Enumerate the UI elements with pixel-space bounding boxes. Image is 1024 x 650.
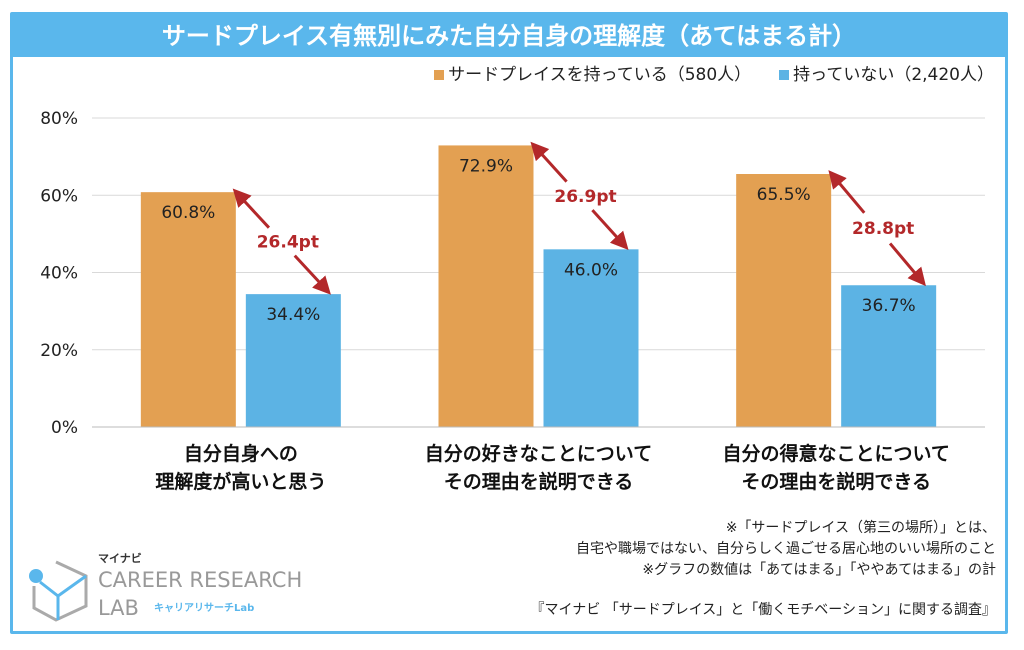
- data-label: 36.7%: [862, 296, 916, 316]
- x-category-label: その理由を説明できる: [741, 470, 931, 493]
- legend-swatch-orange: [434, 70, 445, 80]
- legend: サードプレイスを持っている（580人） 持っていない（2,420人）: [434, 64, 994, 86]
- legend-item-not: 持っていない（2,420人）: [779, 64, 994, 86]
- difference-label: 26.4pt: [257, 233, 319, 253]
- x-category-label: その理由を説明できる: [444, 470, 634, 493]
- bar: [543, 249, 639, 427]
- difference-arrow: [530, 141, 568, 183]
- career-research-lab-logo: マイナビ CAREER RESEARCH LAB キャリアリサーチLab: [28, 552, 328, 632]
- difference-arrow: [232, 188, 271, 229]
- x-category-label: 自分の得意なことについて: [722, 442, 949, 465]
- chart-frame: サードプレイス有無別にみた自分自身の理解度（あてはまる計）: [10, 12, 1008, 634]
- difference-arrow: [888, 242, 926, 287]
- data-label: 60.8%: [161, 203, 215, 223]
- logo-cube-icon: [29, 560, 88, 622]
- y-tick-label: 80%: [40, 109, 78, 129]
- bar: [841, 285, 937, 427]
- y-tick-label: 40%: [40, 264, 78, 284]
- data-label: 34.4%: [266, 305, 320, 325]
- logo-sub: キャリアリサーチLab: [154, 603, 255, 614]
- legend-swatch-blue: [779, 70, 790, 80]
- logo-line2: LAB: [98, 596, 139, 620]
- legend-item-has: サードプレイスを持っている（580人）: [434, 64, 751, 86]
- x-category-label: 自分の好きなことについて: [425, 442, 652, 465]
- data-label: 46.0%: [564, 260, 618, 280]
- bar-chart: 0% 20% 40% 60% 80% 60.8% 34.4% 26.4pt 自分自身への理解度が…: [40, 109, 985, 493]
- data-label: 65.5%: [757, 185, 811, 205]
- x-category-label: 理解度が高いと思う: [155, 470, 326, 493]
- notes: ※「サードプレイス（第三の場所）」とは、 自宅や職場ではない、自分らしく過ごせる…: [576, 518, 996, 581]
- legend-label: サードプレイスを持っている（580人）: [448, 65, 752, 85]
- y-tick-label: 20%: [40, 341, 78, 361]
- y-tick-label: 60%: [40, 186, 78, 206]
- note-line: ※グラフの数値は「あてはまる」「ややあてはまる」の計: [642, 562, 996, 578]
- difference-arrow: [828, 170, 866, 214]
- note-line: 自宅や職場ではない、自分らしく過ごせる居心地のいい場所のこと: [576, 541, 996, 557]
- bar: [245, 294, 341, 427]
- source: 『マイナビ 「サードプレイス」と「働くモチベーション」に関する調査』: [530, 602, 996, 618]
- bar: [736, 174, 832, 427]
- bar: [438, 145, 534, 427]
- chart-title: サードプレイス有無別にみた自分自身の理解度（あてはまる計）: [13, 15, 1005, 57]
- difference-label: 26.9pt: [554, 187, 616, 207]
- y-tick-label: 0%: [51, 418, 78, 438]
- bar: [140, 192, 236, 427]
- difference-arrow: [293, 254, 331, 295]
- difference-label: 28.8pt: [852, 219, 914, 239]
- legend-label: 持っていない（2,420人）: [793, 65, 994, 85]
- logo-mynavi: マイナビ: [98, 552, 142, 565]
- note-line: ※「サードプレイス（第三の場所）」とは、: [725, 520, 996, 536]
- logo-line1: CAREER RESEARCH: [98, 568, 303, 592]
- data-label: 72.9%: [459, 156, 513, 176]
- x-category-label: 自分自身への: [184, 442, 298, 465]
- difference-arrow: [591, 209, 629, 250]
